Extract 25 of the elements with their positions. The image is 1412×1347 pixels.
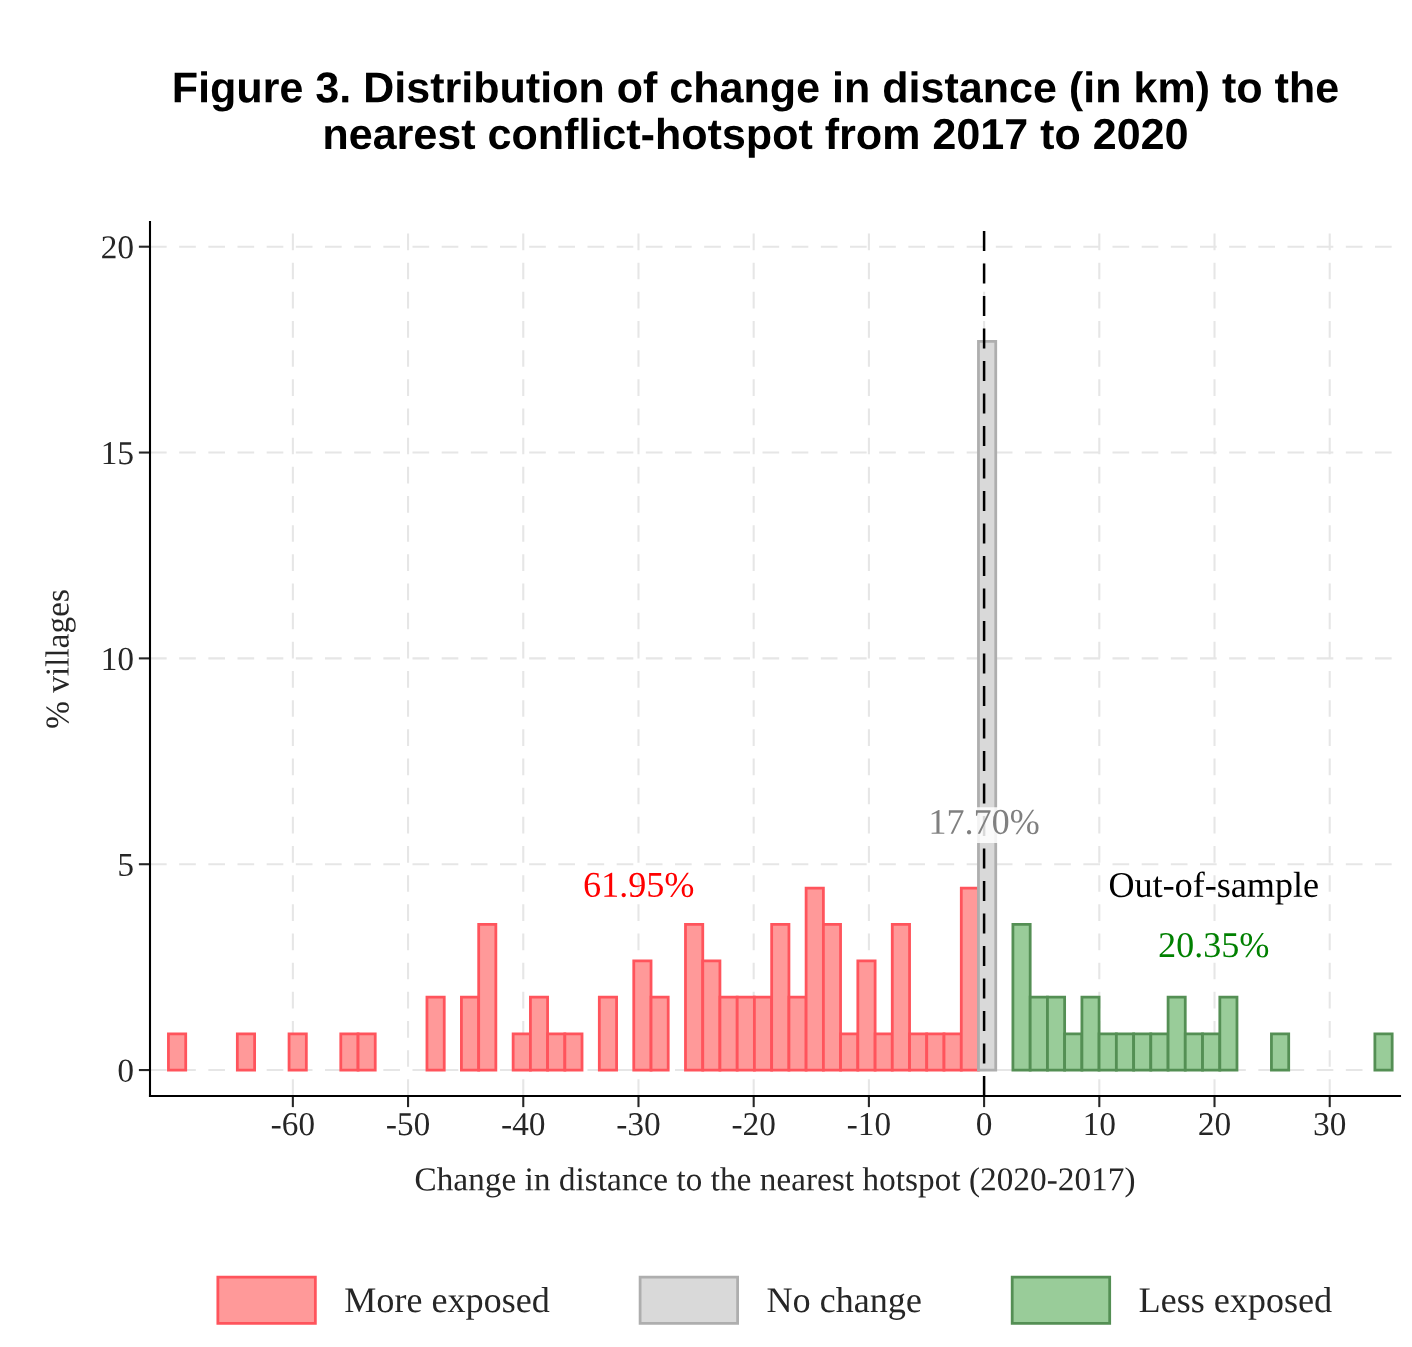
x-axis-title: Change in distance to the nearest hotspot (2020-2017) — [415, 1167, 1135, 1198]
y-axis-title: % villages — [45, 590, 76, 728]
y-tick-label: 20 — [102, 236, 133, 259]
y-tick-label: 0 — [118, 1059, 133, 1082]
x-tick-label: 10 — [1085, 1112, 1115, 1136]
x-tick-label: -10 — [847, 1112, 890, 1136]
annotation: 61.95% — [584, 872, 694, 898]
y-tick-label: 5 — [119, 853, 133, 877]
annotation: Out-of-sample — [1109, 871, 1318, 905]
chart-title: Figure 3. Distribution of change in distance (in km) to the nearest conflict-hotspot from 2017 to 2020 — [174, 71, 1338, 158]
legend-label: Less exposed — [1139, 1287, 1332, 1320]
legend-label: No change — [767, 1287, 921, 1320]
x-tick-label: -40 — [502, 1112, 545, 1136]
x-tick-label: -30 — [617, 1112, 660, 1136]
x-tick-label: 20 — [1199, 1112, 1230, 1136]
x-tick-label: -20 — [732, 1112, 775, 1136]
y-tick-label: 10 — [103, 647, 133, 671]
x-tick-label: -50 — [387, 1112, 430, 1136]
annotation: 17.70% — [931, 809, 1039, 835]
x-tick-label: -60 — [271, 1112, 314, 1136]
x-tick-label: 0 — [977, 1112, 992, 1136]
x-tick-label: 30 — [1314, 1112, 1346, 1136]
legend-label: More exposed — [345, 1287, 550, 1320]
y-tick-label: 15 — [103, 442, 133, 465]
annotation: 20.35% — [1159, 932, 1269, 958]
